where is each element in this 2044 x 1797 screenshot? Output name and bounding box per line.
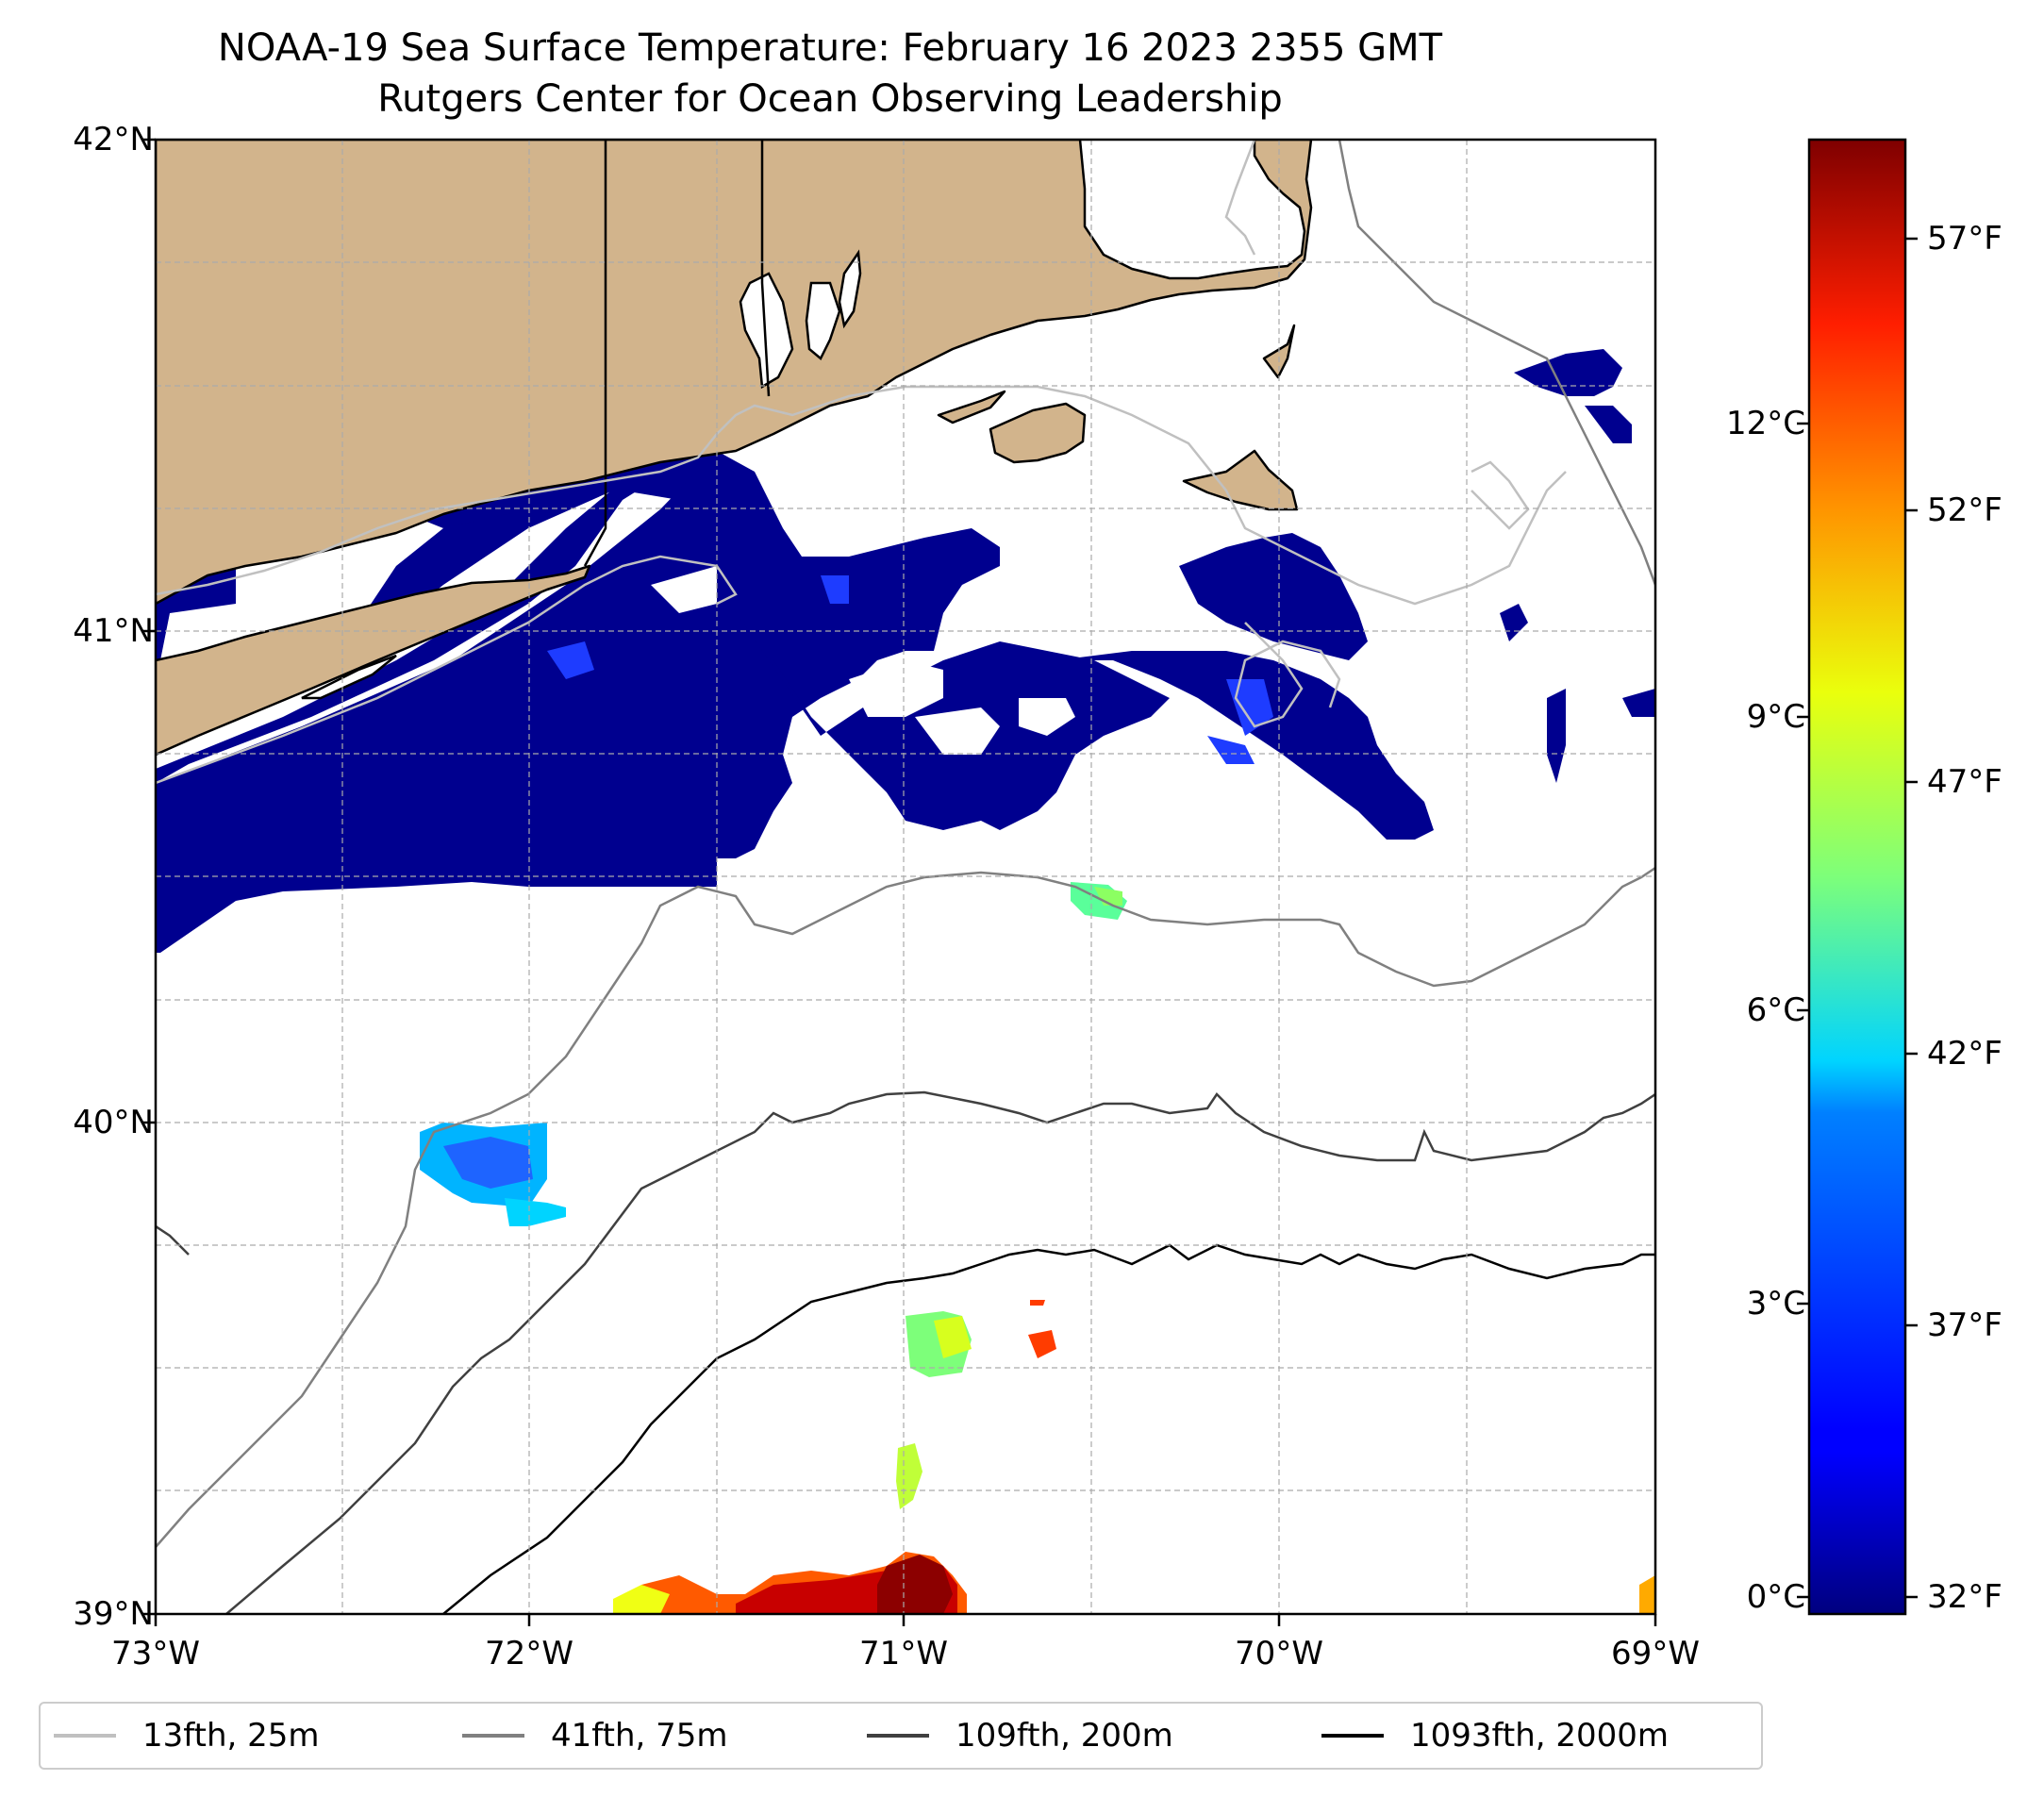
map-subtitle: Rutgers Center for Ocean Observing Leade… [377,77,1283,121]
colorbar-celsius-label: 6°C [1746,991,1805,1029]
state-boundary [760,140,771,397]
colorbar [1807,138,1907,1616]
isobath-legend: 13fth, 25m 41fth, 75m 109fth, 200m 1093f… [39,1702,1763,1770]
colorbar-fahrenheit-label: 32°F [1927,1578,2002,1616]
lat-label: 41°N [73,612,154,650]
graticule [156,140,1655,1614]
legend-swatch [867,1734,929,1738]
colorbar-celsius-label: 0°C [1746,1578,1805,1616]
lon-label: 73°W [111,1635,200,1672]
colorbar-fahrenheit-label: 57°F [1927,220,2002,258]
colorbar-celsius-label: 9°C [1746,698,1805,736]
legend-item: 41fth, 75m [462,1704,728,1768]
colorbar-ticks [1797,237,1918,1599]
map-frame [154,138,1657,1616]
legend-label: 13fth, 25m [142,1717,320,1755]
lat-label: 40°N [73,1104,154,1141]
legend-item: 13fth, 25m [54,1704,320,1768]
lon-label: 70°W [1235,1635,1323,1672]
state-boundary [583,140,607,567]
isobath-75m [156,140,1655,1548]
colorbar-fahrenheit-label: 42°F [1927,1035,2002,1073]
legend-label: 41fth, 75m [551,1717,728,1755]
isobath-200m [156,1090,1655,1614]
legend-swatch [1321,1734,1384,1738]
legend-swatch [462,1734,524,1738]
bays [301,249,862,700]
map-title: NOAA-19 Sea Surface Temperature: Februar… [217,26,1443,70]
isobath-25m [156,140,1567,785]
colorbar-celsius-label: 3°C [1746,1285,1805,1323]
legend-label: 109fth, 200m [956,1717,1173,1755]
lon-label: 71°W [859,1635,948,1672]
colorbar-fahrenheit-label: 47°F [1927,763,2002,801]
legend-item: 109fth, 200m [867,1704,1173,1768]
map-plot-area [156,140,1655,1614]
sst-cloud-gaps [651,566,1179,792]
isobath-2000m [442,1243,1655,1614]
sst-offshore-patches [420,882,1655,1614]
lon-label: 72°W [485,1635,573,1672]
legend-label: 1093fth, 2000m [1410,1717,1670,1755]
lat-label: 42°N [73,121,154,158]
lon-label: 69°W [1611,1635,1700,1672]
legend-swatch [54,1734,116,1738]
axis-ticks [143,138,1657,1626]
land [156,140,1313,757]
colorbar-celsius-label: 12°C [1725,405,1805,442]
colorbar-fahrenheit-label: 37°F [1927,1306,2002,1344]
colorbar-fahrenheit-label: 52°F [1927,491,2002,529]
legend-item: 1093fth, 2000m [1321,1704,1669,1768]
lat-label: 39°N [73,1595,154,1633]
